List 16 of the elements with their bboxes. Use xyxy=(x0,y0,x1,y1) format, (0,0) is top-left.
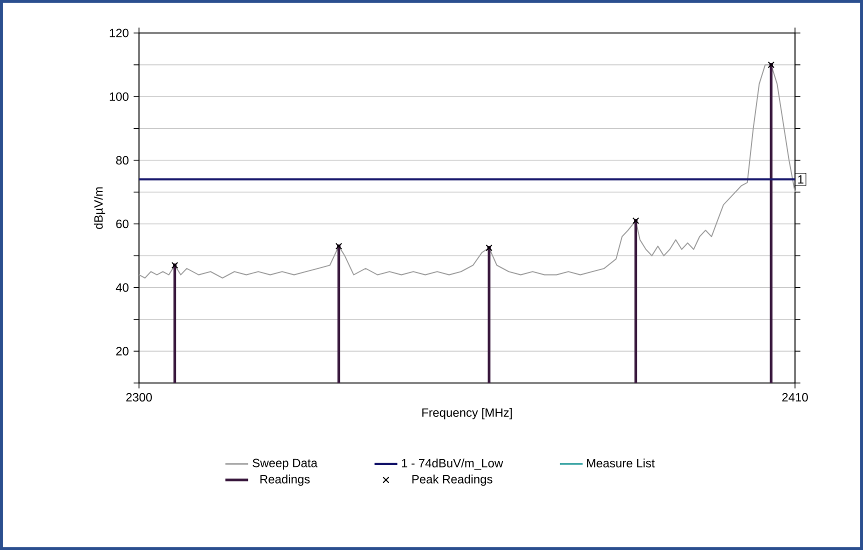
y-tick-label: 20 xyxy=(116,346,128,356)
x-tick-label: 2410 xyxy=(782,393,808,402)
y-tick-label: 60 xyxy=(116,220,128,228)
y-axis-title: dBµV/m xyxy=(94,187,106,229)
legend-label: 1 - 74dBuV/m_Low xyxy=(402,458,504,470)
legend-label: Measure List xyxy=(587,458,655,468)
y-tick-label: 120 xyxy=(110,28,128,38)
annotation: 1 xyxy=(798,175,804,184)
x-axis-title: Frequency [MHz] xyxy=(422,408,512,420)
y-tick-label: 40 xyxy=(116,283,128,292)
x-tick-label: 2300 xyxy=(126,393,152,402)
y-tick-label: 80 xyxy=(116,156,128,165)
legend-label: Readings xyxy=(260,474,310,486)
legend-label: Sweep Data xyxy=(252,458,318,470)
y-tick-label: 100 xyxy=(110,92,128,101)
legend-label: Peak Readings xyxy=(412,474,492,486)
